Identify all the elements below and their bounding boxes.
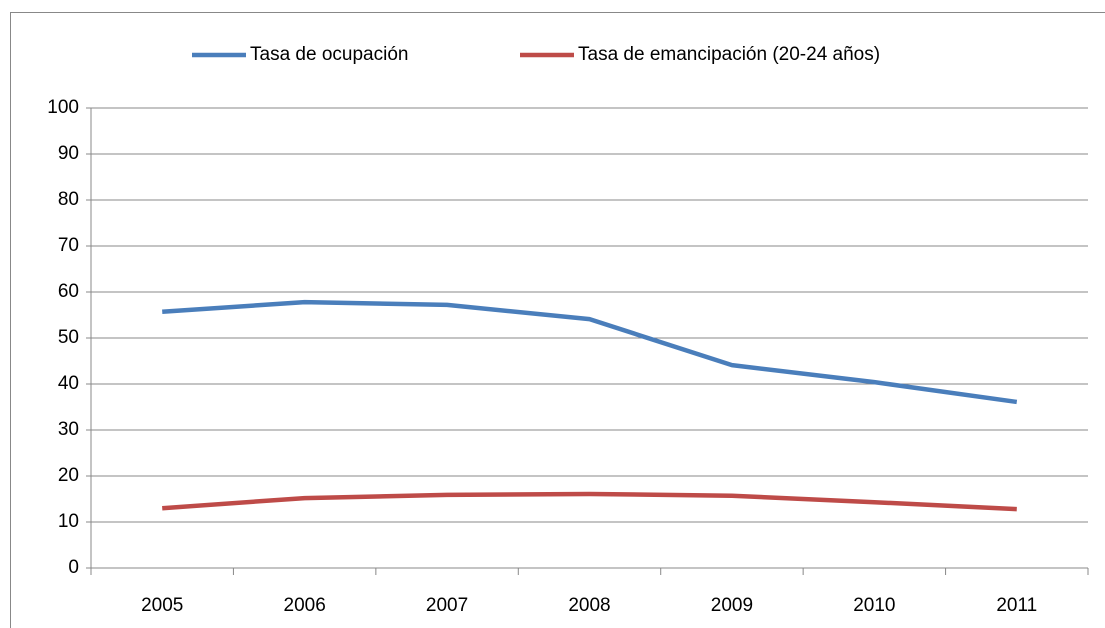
x-tick-label: 2005 bbox=[141, 595, 183, 616]
chart-frame bbox=[10, 12, 1105, 628]
y-tick-label: 0 bbox=[68, 557, 79, 578]
y-tick-label: 100 bbox=[47, 97, 79, 118]
x-tick-label: 2007 bbox=[426, 595, 468, 616]
y-tick-label: 10 bbox=[58, 511, 79, 532]
x-tick-label: 2011 bbox=[996, 595, 1037, 616]
x-tick-label: 2009 bbox=[711, 595, 753, 616]
y-tick-label: 80 bbox=[58, 189, 79, 210]
legend-label: Tasa de ocupación bbox=[250, 44, 408, 65]
y-tick-label: 90 bbox=[58, 143, 79, 164]
series-line bbox=[162, 299, 1018, 405]
y-tick-label: 70 bbox=[58, 235, 79, 256]
x-tick-label: 2006 bbox=[284, 595, 326, 616]
y-tick-label: 20 bbox=[58, 465, 79, 486]
y-tick-label: 40 bbox=[58, 373, 79, 394]
y-tick-label: 60 bbox=[58, 281, 79, 302]
y-tick-label: 50 bbox=[58, 327, 79, 348]
x-tick-label: 2008 bbox=[568, 595, 610, 616]
x-tick-label: 2010 bbox=[853, 595, 895, 616]
y-tick-label: 30 bbox=[58, 419, 79, 440]
series-line bbox=[162, 491, 1017, 512]
legend-label: Tasa de emancipación (20-24 años) bbox=[578, 44, 880, 65]
